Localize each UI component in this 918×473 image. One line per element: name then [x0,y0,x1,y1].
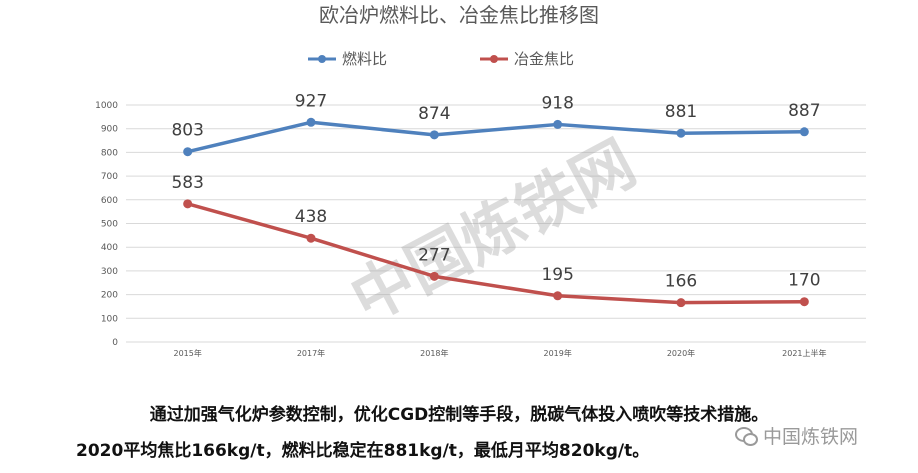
y-tick-label: 400 [101,243,118,253]
data-point [429,130,439,140]
watermark: 中国炼铁网 [339,126,647,336]
data-label: 166 [665,272,697,292]
legend-label: 燃料比 [342,50,387,68]
x-tick-label: 2020年 [667,348,695,358]
x-tick-label: 2018年 [420,348,448,358]
x-tick-label: 2017年 [297,348,325,358]
legend-marker [318,55,326,63]
data-label: 803 [171,121,203,141]
data-point [799,297,809,307]
wechat-icon [735,426,758,446]
y-tick-label: 500 [101,220,118,230]
line-chart: 欧冶炉燃料比、冶金焦比推移图 燃料比 冶金焦比 0 100 200 300 400 500 6… [95,3,866,358]
series-line [187,202,805,305]
y-tick-label: 700 [101,172,118,182]
y-tick-label: 800 [101,148,118,158]
watermark-small: 中国炼铁网 [763,426,859,448]
x-axis-ticks: 2015年 2017年 2018年 2019年 2020年 2021上半年 [173,348,826,358]
data-label: 874 [418,104,450,124]
data-label: 277 [418,245,450,265]
y-tick-label: 300 [101,267,118,277]
x-tick-label: 2021上半年 [782,348,826,358]
x-tick-label: 2019年 [543,348,571,358]
data-label: 170 [788,271,820,291]
data-label: 927 [295,91,327,111]
y-tick-label: 600 [101,196,118,206]
y-tick-label: 1000 [95,101,118,111]
chart-series: 803 927 874 918 881 887 583 438 277 195 166 170 [171,91,821,308]
y-tick-label: 0 [112,338,118,348]
data-point [306,233,316,243]
chart-grid [126,104,866,343]
y-tick-label: 900 [101,125,118,135]
x-tick-label: 2015年 [173,348,201,358]
data-point [553,291,563,301]
data-label: 887 [788,101,820,121]
series-line [187,120,805,154]
chart-title: 欧冶炉燃料比、冶金焦比推移图 [319,3,599,27]
data-label: 918 [541,93,573,113]
data-label: 583 [171,173,203,193]
data-point [799,127,809,137]
data-point [183,199,193,209]
data-label: 881 [665,102,697,122]
data-label: 195 [541,265,573,285]
wechat-watermark: 中国炼铁网 [735,422,858,449]
legend-label: 冶金焦比 [514,50,574,68]
caption-line-1: 通过加强气化炉参数控制，优化CGD控制等手段，脱碳气体投入喷吹等技术措施。 [149,405,769,425]
y-axis-ticks: 0 100 200 300 400 500 600 700 800 900 1000 [95,101,118,348]
chart-legend: 燃料比 冶金焦比 [308,50,574,68]
data-label: 438 [295,207,327,227]
data-point [429,271,439,281]
caption-line-2: 2020平均焦比166kg/t，燃料比稳定在881kg/t，最低月平均820kg… [76,441,650,461]
y-tick-label: 200 [101,291,118,301]
y-tick-label: 100 [101,314,118,324]
data-point [676,298,686,308]
legend-marker [490,55,498,63]
data-point [553,119,563,129]
data-point [676,128,686,138]
data-point [306,117,316,127]
data-point [183,147,193,157]
